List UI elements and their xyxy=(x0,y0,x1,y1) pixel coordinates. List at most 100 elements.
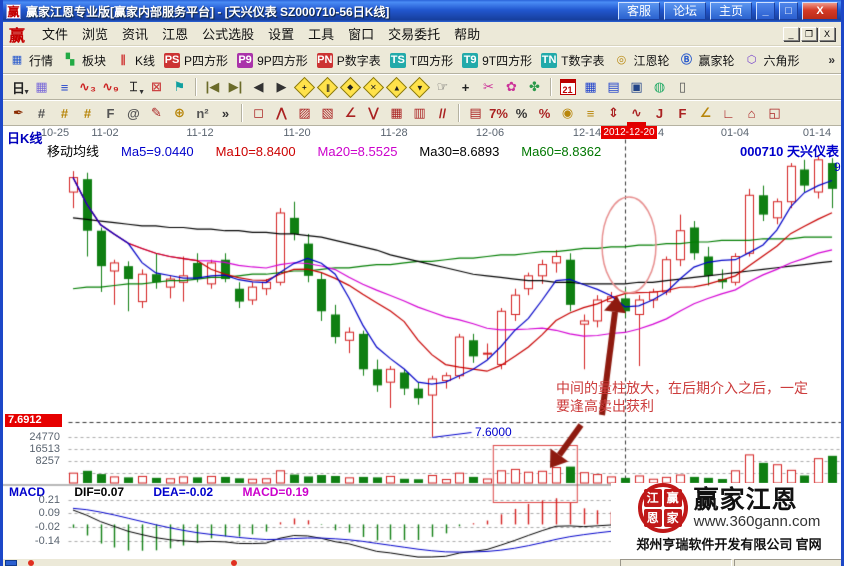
gold-line-tool-button[interactable]: ≡ xyxy=(586,105,595,121)
angle-line-tool-button[interactable]: ∠ xyxy=(344,105,357,120)
menu-item-4[interactable]: 公式选股 xyxy=(202,26,255,42)
winner-wheel-icon: Ⓑ xyxy=(680,53,692,66)
mdi-close-button[interactable]: X xyxy=(819,26,835,41)
vendor-brand-name: 赢家江恩 xyxy=(693,485,798,514)
date-tick-label: 01-04 xyxy=(720,127,750,139)
menu-item-9[interactable]: 帮助 xyxy=(454,26,481,42)
crosshair-button[interactable]: + xyxy=(461,79,470,95)
ink-pen-tool-button[interactable]: ✒ xyxy=(13,105,24,120)
gann-diamond-down-button[interactable]: ▼ xyxy=(408,76,431,98)
pattern-search-button[interactable]: ▦ xyxy=(35,79,48,94)
support-button[interactable]: 客服 xyxy=(617,2,660,20)
shaded-box-b-button[interactable]: ▧ xyxy=(321,105,334,120)
ratio-table-tool-button[interactable]: ▤ xyxy=(469,105,482,120)
fib-grid-button[interactable]: F xyxy=(106,105,115,121)
menu-item-0[interactable]: 文件 xyxy=(42,26,69,42)
web-update-button[interactable]: ◍ xyxy=(653,79,666,94)
menu-item-3[interactable]: 江恩 xyxy=(162,26,189,42)
gold-angle-tool-button[interactable]: ∠ xyxy=(699,105,712,120)
gann-marker-button[interactable]: ⊠ xyxy=(151,79,162,94)
p-number-table-button[interactable]: PN P数字表 xyxy=(316,52,381,69)
calculator-button[interactable]: ▦ xyxy=(584,79,597,94)
circle-grid-button[interactable]: ⊕ xyxy=(174,105,185,120)
last-bar-button[interactable]: ▶| xyxy=(228,79,243,94)
percent-tool-button[interactable]: % xyxy=(515,105,528,121)
parallel-lines-tool-button[interactable]: // xyxy=(438,105,447,121)
toolbar-overflow-chevron[interactable]: » xyxy=(828,53,835,67)
percent-line-tool-button[interactable]: % xyxy=(538,105,551,121)
gann-diamond-solid-button[interactable]: ◆ xyxy=(339,76,362,98)
next-bar-button[interactable]: ▶ xyxy=(276,79,287,94)
mdi-minimize-button[interactable]: _ xyxy=(783,26,799,41)
prev-bar-button[interactable]: ◀ xyxy=(253,79,264,94)
hexagon-button[interactable]: ⬡ 六角形 xyxy=(744,52,800,69)
spiral-grid-button[interactable]: @ xyxy=(127,105,140,121)
knot-tool-button[interactable]: ✤ xyxy=(529,79,540,94)
minimize-button[interactable]: _ xyxy=(756,2,775,20)
notebook-button[interactable]: ▤ xyxy=(607,79,620,94)
flower-tool-button[interactable]: ✿ xyxy=(506,79,517,94)
info-card-button[interactable]: ≡ xyxy=(60,79,69,95)
p-square-button[interactable]: PS P四方形 xyxy=(164,52,228,69)
seven-percent-tool-button[interactable]: 7% xyxy=(489,105,508,121)
measure-scissors-button[interactable]: ✂ xyxy=(483,79,494,94)
save-button[interactable]: ▣ xyxy=(630,79,643,94)
drag-hand-button[interactable]: ☞ xyxy=(436,79,449,94)
fan-lines-tool-button[interactable]: ⋀ xyxy=(276,105,287,120)
wave-9-button[interactable]: ∿₉ xyxy=(102,79,119,94)
price-scale-tool-button[interactable]: ⇕ xyxy=(608,105,619,120)
bar-style-dropdown-button[interactable]: ⌶ ▼ xyxy=(129,79,145,96)
j-angle-tool-button[interactable]: J xyxy=(655,105,664,121)
menu-item-6[interactable]: 工具 xyxy=(308,26,335,42)
quad-box-tool-button[interactable]: ◱ xyxy=(768,105,781,120)
gold-grid-b-button[interactable]: # xyxy=(83,105,92,121)
chart-area[interactable]: 日K线 2012-12-20 4 移动均线 Ma5=9.0440 Ma10=8.84… xyxy=(3,126,841,558)
wave-3-button[interactable]: ∿₃ xyxy=(79,79,96,94)
winner-wheel-button[interactable]: Ⓑ 赢家轮 xyxy=(678,52,735,69)
quotes-button[interactable]: ▦ 行情 xyxy=(9,52,53,69)
gann-wheel-button[interactable]: ◎ 江恩轮 xyxy=(613,52,670,69)
9t-square-button[interactable]: T9 9T四方形 xyxy=(462,52,532,69)
gold-circle-tool-button[interactable]: ◉ xyxy=(561,105,574,120)
wave-curve-tool-button[interactable]: ∿ xyxy=(626,103,647,126)
gann-diamond-parallel-button[interactable]: ∥ xyxy=(316,76,339,98)
advance-angle-tool-button[interactable]: ∟ xyxy=(722,105,735,121)
maximize-button[interactable]: □ xyxy=(779,2,798,20)
mdi-restore-button[interactable]: ❐ xyxy=(801,26,817,41)
gold-grid-a-button[interactable]: # xyxy=(60,105,69,121)
calendar-button[interactable]: 21 xyxy=(557,77,578,98)
house-box-tool-button[interactable]: ⌂ xyxy=(747,105,756,121)
flag-marker-button[interactable]: ⚑ xyxy=(173,79,186,94)
menu-item-2[interactable]: 资讯 xyxy=(122,26,149,42)
menu-item-7[interactable]: 窗口 xyxy=(348,26,375,42)
gann-diamond-cross-button[interactable]: + xyxy=(293,76,316,98)
vee-line-tool-button[interactable]: ⋁ xyxy=(368,105,379,120)
gann-diamond-x-button[interactable]: ✕ xyxy=(362,76,385,98)
grid-box-b-button[interactable]: ▥ xyxy=(413,105,426,120)
more-draw-tools-button[interactable]: » xyxy=(221,105,230,121)
mobile-button[interactable]: ▯ xyxy=(678,79,687,94)
menu-item-8[interactable]: 交易委托 xyxy=(388,26,441,42)
n-square-grid-button[interactable]: n² xyxy=(196,105,209,121)
box-select-tool-button[interactable]: ◻ xyxy=(253,105,264,120)
menu-item-1[interactable]: 浏览 xyxy=(82,26,109,42)
grid-lines-tool-button[interactable]: # xyxy=(37,105,46,121)
t-number-table-button[interactable]: TN T数字表 xyxy=(541,52,604,69)
menu-item-5[interactable]: 设置 xyxy=(268,26,295,42)
close-button[interactable]: X xyxy=(802,2,838,20)
kline-period-dropdown-button[interactable]: 日 ▼ xyxy=(11,80,30,96)
f-angle-tool-button[interactable]: F xyxy=(678,105,687,121)
forum-button[interactable]: 论坛 xyxy=(663,2,706,20)
9p-square-button[interactable]: P9 9P四方形 xyxy=(237,52,308,69)
grid-box-a-button[interactable]: ▦ xyxy=(390,105,403,120)
t-square-button[interactable]: TS T四方形 xyxy=(389,52,453,69)
home-button[interactable]: 主页 xyxy=(709,2,752,20)
gann-diamond-up-button[interactable]: ▲ xyxy=(385,76,408,98)
first-bar-button[interactable]: |◀ xyxy=(205,79,220,94)
kline-icon: ∥ xyxy=(120,53,126,66)
sectors-button[interactable]: ▚ 板块 xyxy=(62,52,106,69)
kline-button[interactable]: ∥ K线 xyxy=(115,52,155,69)
gann-diamond-cross-icon: + xyxy=(293,76,316,98)
shaded-box-a-button[interactable]: ▨ xyxy=(298,105,311,120)
red-pen-tool-button[interactable]: ✎ xyxy=(151,105,162,120)
